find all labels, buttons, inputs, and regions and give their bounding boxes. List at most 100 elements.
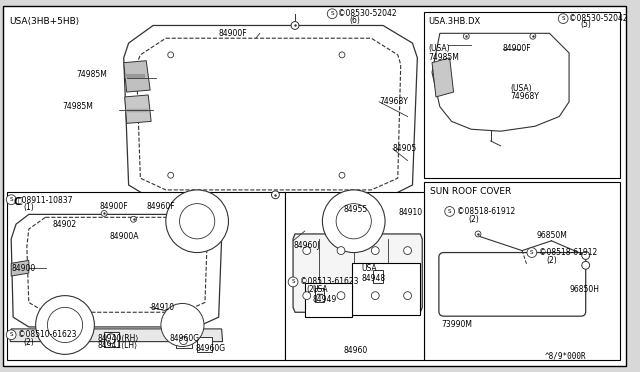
Text: 84941⟨LH⟩: 84941⟨LH⟩ [97, 341, 138, 350]
Circle shape [166, 190, 228, 253]
Circle shape [339, 52, 345, 58]
Text: Ⓧ08911-10837: Ⓧ08911-10837 [18, 195, 74, 204]
Circle shape [6, 195, 16, 205]
Circle shape [6, 330, 16, 340]
FancyBboxPatch shape [3, 6, 626, 366]
Circle shape [131, 217, 136, 222]
Circle shape [404, 292, 412, 299]
Text: 84960: 84960 [344, 346, 368, 355]
FancyBboxPatch shape [424, 182, 620, 360]
Circle shape [371, 292, 379, 299]
Polygon shape [373, 270, 383, 283]
Text: 84900F: 84900F [502, 45, 531, 54]
Circle shape [271, 191, 279, 199]
Polygon shape [121, 200, 420, 244]
Polygon shape [432, 58, 454, 97]
Text: USA.3HB.DX: USA.3HB.DX [428, 17, 481, 26]
Text: 84960F: 84960F [147, 202, 175, 211]
Text: 84960G: 84960G [195, 344, 225, 353]
Text: ©08530-52042: ©08530-52042 [569, 14, 628, 23]
Text: (6): (6) [350, 16, 361, 25]
Text: 84949: 84949 [312, 295, 337, 304]
Text: 74968Y: 74968Y [379, 97, 408, 106]
Circle shape [106, 334, 116, 344]
Circle shape [180, 203, 215, 239]
Text: (USA): (USA) [510, 84, 532, 93]
Text: ©08530-52042: ©08530-52042 [338, 9, 397, 18]
Text: SUN ROOF COVER: SUN ROOF COVER [430, 187, 511, 196]
Text: 84900A: 84900A [109, 232, 138, 241]
Circle shape [327, 9, 337, 19]
Circle shape [582, 251, 589, 259]
Text: (2): (2) [307, 285, 317, 294]
Circle shape [168, 52, 173, 58]
Text: S: S [291, 279, 295, 285]
Circle shape [36, 296, 94, 355]
Circle shape [303, 292, 310, 299]
Polygon shape [136, 38, 401, 190]
FancyBboxPatch shape [424, 12, 620, 178]
Text: (2): (2) [468, 215, 479, 224]
Text: 74985M: 74985M [62, 102, 93, 111]
Polygon shape [10, 329, 223, 341]
FancyBboxPatch shape [285, 192, 424, 360]
Polygon shape [27, 217, 207, 312]
Polygon shape [11, 260, 29, 276]
Text: 84960G: 84960G [170, 334, 200, 343]
Text: ©08518-61912: ©08518-61912 [456, 207, 515, 216]
FancyBboxPatch shape [352, 263, 420, 315]
Circle shape [337, 247, 345, 254]
Polygon shape [197, 337, 212, 352]
Text: 96850H: 96850H [569, 285, 599, 294]
Circle shape [530, 33, 536, 39]
FancyBboxPatch shape [439, 253, 586, 316]
Text: 84910: 84910 [399, 208, 423, 217]
Text: 84905: 84905 [393, 144, 417, 153]
Text: ^8/9*000R: ^8/9*000R [545, 352, 586, 361]
FancyBboxPatch shape [305, 283, 352, 317]
Text: 84902: 84902 [52, 220, 76, 229]
Text: S: S [530, 250, 534, 255]
Circle shape [445, 206, 454, 217]
Polygon shape [175, 332, 192, 349]
Text: S: S [10, 332, 13, 337]
Polygon shape [11, 214, 221, 327]
Text: C: C [13, 197, 20, 207]
Text: (5): (5) [581, 20, 592, 29]
Text: 96850M: 96850M [537, 231, 568, 240]
Text: ©08518-61912: ©08518-61912 [539, 248, 597, 257]
Text: S: S [330, 11, 334, 16]
Circle shape [180, 337, 188, 344]
Polygon shape [124, 26, 417, 200]
Polygon shape [315, 288, 324, 302]
Polygon shape [104, 332, 119, 346]
Circle shape [288, 277, 298, 287]
Circle shape [404, 247, 412, 254]
Text: (2): (2) [547, 256, 557, 265]
Text: USA: USA [312, 285, 328, 294]
Text: 74985M: 74985M [77, 70, 108, 79]
Text: (USA): (USA) [428, 45, 450, 54]
Text: 84940⟨RH⟩: 84940⟨RH⟩ [97, 334, 139, 343]
Circle shape [303, 247, 310, 254]
Text: (1): (1) [23, 203, 34, 212]
Circle shape [371, 247, 379, 254]
Polygon shape [125, 95, 151, 124]
Circle shape [323, 190, 385, 253]
Circle shape [47, 307, 83, 343]
Text: 73990M: 73990M [442, 320, 473, 328]
Circle shape [339, 172, 345, 178]
Text: S: S [561, 16, 565, 21]
Circle shape [558, 14, 568, 23]
FancyBboxPatch shape [3, 6, 626, 366]
Text: S: S [448, 209, 451, 214]
Circle shape [475, 231, 481, 237]
Circle shape [527, 248, 537, 257]
Text: 84900: 84900 [11, 264, 35, 273]
Circle shape [291, 22, 299, 29]
Text: S: S [10, 197, 13, 202]
Text: 74985M: 74985M [428, 53, 459, 62]
Polygon shape [124, 61, 150, 92]
Circle shape [463, 33, 469, 39]
Text: (2): (2) [23, 338, 34, 347]
